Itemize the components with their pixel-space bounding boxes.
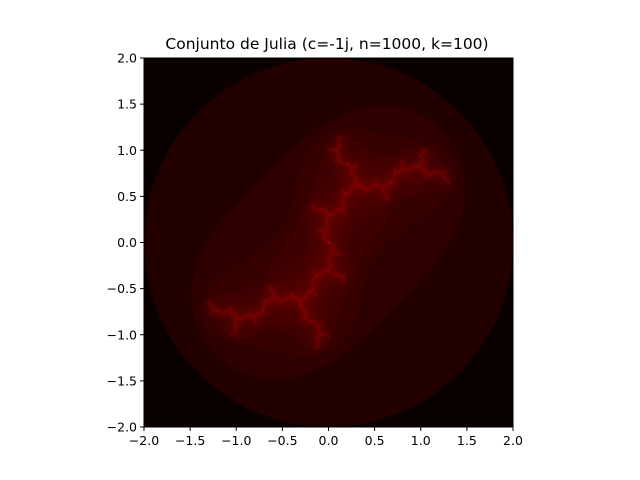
- y-tick-label: −1.0: [107, 327, 137, 342]
- x-axis: −2.0 −1.5 −1.0 −0.5 0.0 0.5 1.0 1.5 2.0: [129, 427, 523, 448]
- x-tick-label: 0.5: [365, 433, 385, 448]
- x-tick-label: −1.0: [221, 433, 251, 448]
- x-tick-label: 1.0: [411, 433, 431, 448]
- y-tick-label: 1.0: [117, 143, 137, 158]
- y-tick-label: −2.0: [107, 420, 137, 435]
- y-axis: 2.0 1.5 1.0 0.5 0.0 −0.5 −1.0 −1.5 −2.0: [107, 51, 144, 435]
- plot-area: [143, 57, 514, 428]
- y-tick-label: 0.5: [117, 189, 137, 204]
- chart-title: Conjunto de Julia (c=-1j, n=1000, k=100): [165, 35, 488, 53]
- x-tick-label: −1.5: [175, 433, 205, 448]
- y-tick-label: −0.5: [107, 281, 137, 296]
- x-tick-label: 1.5: [457, 433, 477, 448]
- x-tick-label: −2.0: [129, 433, 159, 448]
- y-tick-label: 2.0: [117, 51, 137, 66]
- x-tick-label: 2.0: [503, 433, 523, 448]
- y-tick-label: 1.5: [117, 97, 137, 112]
- y-tick-label: −1.5: [107, 373, 137, 388]
- x-tick-label: −0.5: [267, 433, 297, 448]
- x-tick-label: 0.0: [319, 433, 339, 448]
- y-tick-label: 0.0: [117, 235, 137, 250]
- julia-fractal: [144, 58, 513, 427]
- julia-fractal-image: [144, 58, 513, 427]
